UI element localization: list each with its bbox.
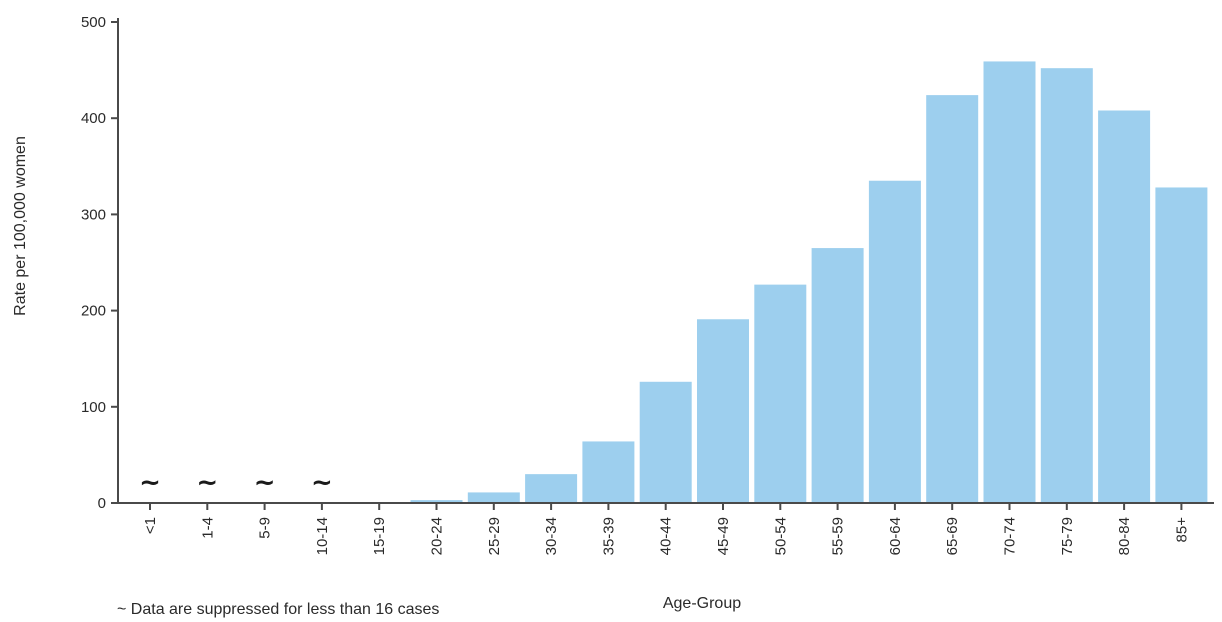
bar: [639, 381, 692, 503]
y-tick-label: 500: [81, 14, 106, 31]
bar: [525, 474, 578, 503]
suppressed-markers-group: ~ ~ ~ ~: [139, 468, 333, 498]
suppressed-marker: ~: [196, 468, 218, 498]
y-tick-label: 0: [98, 495, 106, 512]
bar: [467, 492, 520, 503]
x-tick-label: 45-49: [715, 517, 732, 555]
x-tick-label: 35-39: [600, 517, 617, 555]
y-axis: 0 100 200 300 400 500: [81, 14, 119, 512]
y-axis-title: Rate per 100,000 women: [12, 136, 29, 316]
suppressed-marker: ~: [139, 468, 161, 498]
x-axis-title: Age-Group: [663, 595, 741, 612]
bars-group: [353, 61, 1208, 504]
x-tick-label: 40-44: [658, 517, 675, 555]
x-tick-label: 50-54: [772, 517, 789, 555]
x-tick-label: 15-19: [371, 517, 388, 555]
x-tick-label: <1: [142, 517, 159, 534]
x-tick-label: 75-79: [1059, 517, 1076, 555]
x-axis: <1 1-4 5-9 10-14 15-19 20-24 25-29 30-34 35-39 40…: [118, 502, 1214, 555]
y-tick-label: 200: [81, 303, 106, 320]
bar: [1155, 187, 1208, 504]
bar: [926, 95, 979, 503]
bar: [811, 248, 864, 503]
suppression-footnote: ~ Data are suppressed for less than 16 c…: [117, 601, 439, 618]
bar: [754, 284, 807, 503]
bar: [1040, 68, 1093, 504]
x-tick-label: 70-74: [1002, 517, 1019, 555]
x-tick-label: 30-34: [543, 517, 560, 555]
bar: [410, 500, 463, 503]
x-tick-label: 25-29: [486, 517, 503, 555]
x-tick-label: 20-24: [429, 517, 446, 555]
x-tick-label: 5-9: [257, 517, 274, 539]
suppressed-marker: ~: [254, 468, 276, 498]
x-tick-label: 60-64: [887, 517, 904, 555]
x-tick-label: 80-84: [1116, 517, 1133, 555]
x-tick-label: 10-14: [314, 517, 331, 555]
x-tick-label: 1-4: [199, 517, 216, 539]
bar: [1098, 110, 1151, 503]
x-tick-label: 85+: [1173, 517, 1190, 543]
x-tick-label: 55-59: [830, 517, 847, 555]
x-tick-label: 65-69: [944, 517, 961, 555]
bar: [983, 61, 1036, 503]
bar: [582, 441, 635, 503]
y-tick-label: 400: [81, 110, 106, 127]
bar: [697, 319, 749, 503]
y-tick-label: 300: [81, 206, 106, 223]
bar: [868, 180, 921, 504]
y-tick-label: 100: [81, 399, 106, 416]
suppressed-marker: ~: [311, 468, 333, 498]
